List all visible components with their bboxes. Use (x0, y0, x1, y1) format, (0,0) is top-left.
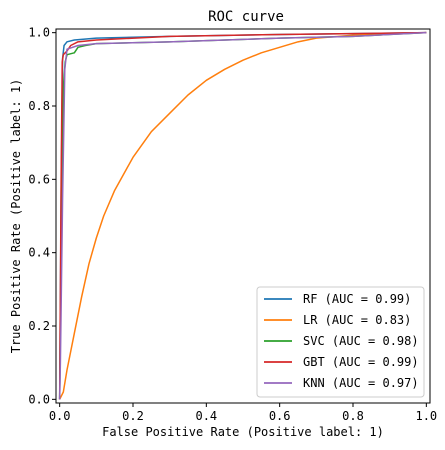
y-tick-label: 0.4 (28, 246, 50, 260)
x-tick-label: 0.0 (49, 409, 71, 423)
y-tick-label: 0.6 (28, 172, 50, 186)
y-axis-label: True Positive Rate (Positive label: 1) (9, 79, 23, 354)
legend-label: RF (AUC = 0.99) (303, 292, 411, 306)
y-tick-label: 1.0 (28, 26, 50, 40)
y-axis-ticks: 0.0 0.2 0.4 0.6 0.8 1.0 (28, 26, 56, 406)
series-line-3 (58, 31, 427, 400)
y-tick-label: 0.0 (28, 392, 50, 406)
y-tick-label: 0.2 (28, 319, 50, 333)
legend-label: SVC (AUC = 0.98) (303, 334, 419, 348)
chart-title: ROC curve (208, 9, 284, 25)
x-tick-label: 0.2 (122, 409, 144, 423)
x-tick-label: 0.6 (269, 409, 291, 423)
roc-curves (58, 31, 427, 400)
legend-label: LR (AUC = 0.83) (303, 313, 411, 327)
series-line-1 (58, 31, 427, 400)
legend-label: GBT (AUC = 0.99) (303, 355, 419, 369)
series-line-4 (58, 31, 427, 400)
legend-box (256, 286, 425, 398)
x-tick-label: 0.4 (195, 409, 217, 423)
x-tick-label: 0.8 (342, 409, 364, 423)
y-tick-label: 0.8 (28, 99, 50, 113)
x-axis-ticks: 0.0 0.2 0.4 0.6 0.8 1.0 (49, 403, 437, 423)
legend: RF (AUC = 0.99) LR (AUC = 0.83) SVC (AUC =… (256, 286, 425, 398)
x-tick-label: 1.0 (415, 409, 437, 423)
legend-label: KNN (AUC = 0.97) (303, 376, 419, 390)
x-axis-label: False Positive Rate (Positive label: 1) (102, 425, 384, 439)
plot-frame (55, 28, 431, 404)
